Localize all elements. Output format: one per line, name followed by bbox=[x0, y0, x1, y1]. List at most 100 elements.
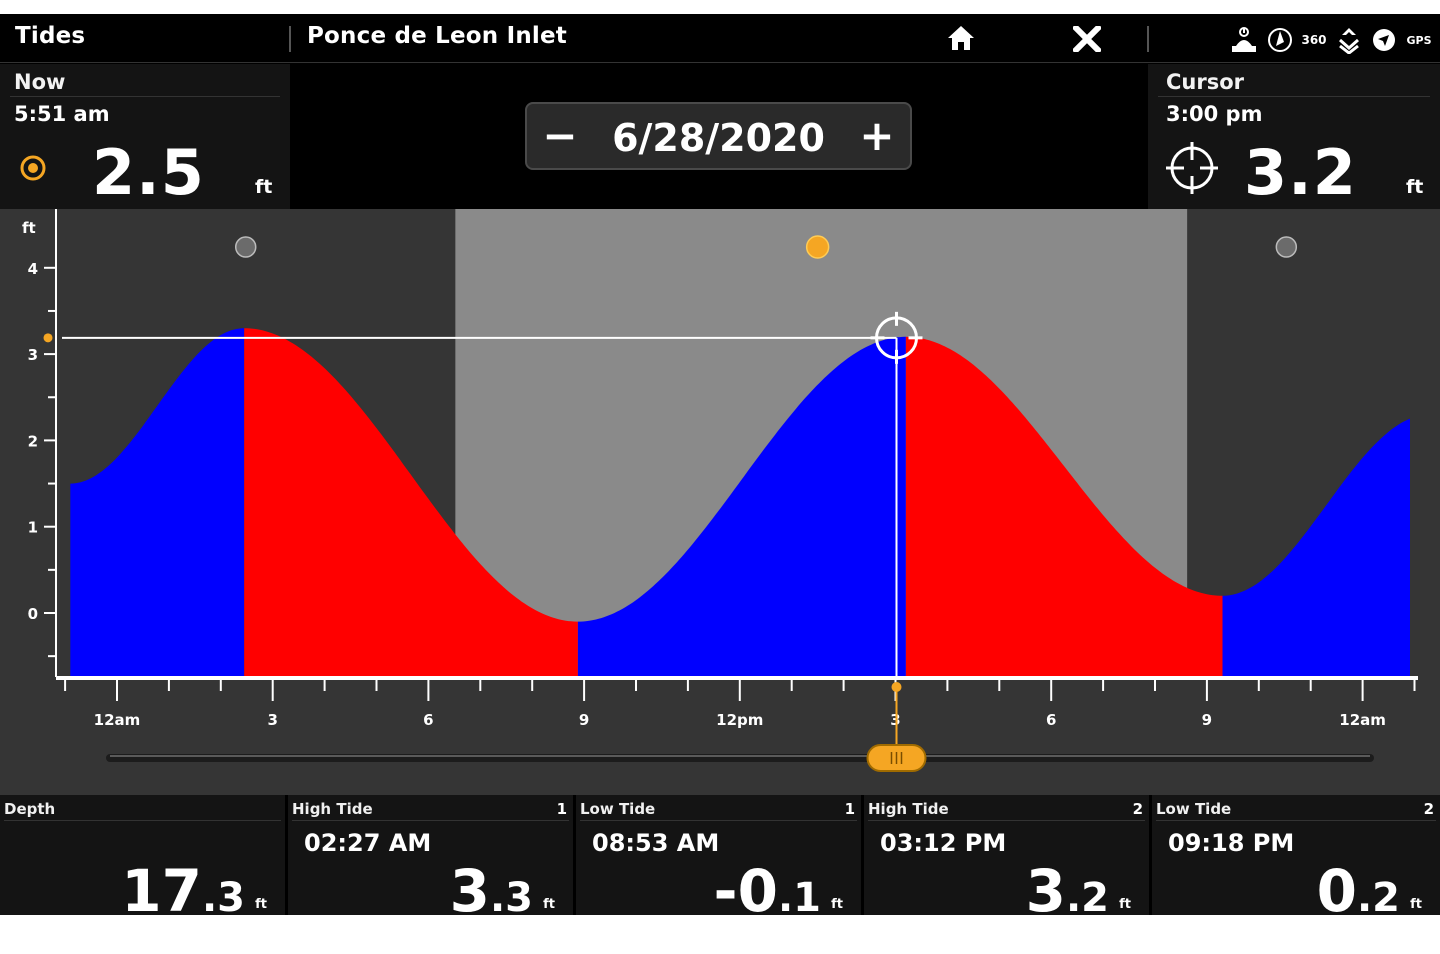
cursor-y-marker bbox=[43, 333, 53, 343]
tide-event-unit: ft bbox=[1119, 897, 1131, 912]
now-unit: ft bbox=[255, 176, 273, 198]
flood-tide-area bbox=[577, 336, 906, 677]
depth-whole: 17 bbox=[121, 857, 202, 925]
tide-event-label: High Tide bbox=[292, 800, 373, 818]
sun-marker bbox=[805, 235, 830, 259]
divider bbox=[580, 820, 857, 821]
next-day-button[interactable]: + bbox=[859, 111, 895, 160]
cursor-unit: ft bbox=[1406, 176, 1424, 198]
compass-icon[interactable] bbox=[1265, 26, 1295, 54]
tide-event-index: 1 bbox=[844, 800, 855, 818]
tide-value-decimal: .2 bbox=[1356, 875, 1400, 921]
tide-value-whole: 3 bbox=[1025, 857, 1066, 925]
flood-tide-area bbox=[70, 328, 245, 677]
moon-marker bbox=[234, 236, 257, 258]
home-icon[interactable] bbox=[946, 24, 976, 56]
y-tick-label: 0 bbox=[28, 605, 38, 623]
x-tick-label: 12pm bbox=[716, 711, 763, 729]
x-tick-label: 9 bbox=[1202, 711, 1212, 729]
now-label: Now bbox=[14, 70, 66, 94]
gps-icon[interactable]: GPS bbox=[1403, 26, 1435, 54]
now-panel: Now 5:51 am 2.5 ft bbox=[0, 64, 290, 209]
tide-event-time: 02:27 AM bbox=[304, 829, 432, 857]
tide-event-index: 2 bbox=[1423, 800, 1434, 818]
ebb-tide-area bbox=[244, 328, 578, 677]
flood-tide-area bbox=[1222, 418, 1410, 677]
x-tick-label: 12am bbox=[94, 711, 141, 729]
depth-value: 17.3 bbox=[121, 857, 245, 925]
divider bbox=[292, 820, 569, 821]
tide-event-value: 3.3 bbox=[450, 857, 533, 925]
tide-event-label: High Tide bbox=[868, 800, 949, 818]
depth-cell: Depth 17.3 ft bbox=[0, 795, 285, 925]
cursor-value: 3.2 bbox=[1244, 136, 1357, 209]
gps-label: GPS bbox=[1406, 33, 1432, 47]
crosshair-icon bbox=[1166, 142, 1218, 198]
divider bbox=[1158, 96, 1430, 97]
tide-event-unit: ft bbox=[831, 897, 843, 912]
location-title: Ponce de Leon Inlet bbox=[307, 23, 567, 49]
tide-event-cell: Low Tide 1 08:53 AM -0.1 ft bbox=[576, 795, 861, 925]
now-value: 2.5 bbox=[92, 136, 205, 209]
x-tick-label: 6 bbox=[1046, 711, 1056, 729]
tide-event-cell: High Tide 1 02:27 AM 3.3 ft bbox=[288, 795, 573, 925]
cursor-time: 3:00 pm bbox=[1166, 102, 1263, 126]
previous-day-button[interactable]: − bbox=[542, 111, 578, 160]
divider bbox=[868, 820, 1145, 821]
tide-event-value: 0.2 bbox=[1317, 857, 1400, 925]
close-icon[interactable] bbox=[1071, 23, 1103, 56]
tide-event-unit: ft bbox=[1410, 897, 1422, 912]
sonar-icon[interactable] bbox=[1229, 26, 1259, 54]
y-tick-label: 4 bbox=[28, 260, 38, 278]
now-time: 5:51 am bbox=[14, 102, 110, 126]
date-display: 6/28/2020 bbox=[612, 116, 825, 160]
depth-unit: ft bbox=[255, 897, 267, 912]
depth-label: Depth bbox=[4, 800, 56, 818]
timeline-cursor-dot bbox=[891, 682, 902, 692]
depth-icon[interactable] bbox=[1335, 26, 1363, 54]
navigation-icon[interactable] bbox=[1370, 26, 1398, 54]
divider bbox=[1156, 820, 1436, 821]
tide-event-time: 03:12 PM bbox=[880, 829, 1007, 857]
x-tick-label: 12am bbox=[1339, 711, 1386, 729]
tide-event-value: -0.1 bbox=[714, 857, 821, 925]
tide-value-whole: 0 bbox=[1316, 857, 1357, 925]
tide-event-cell: High Tide 2 03:12 PM 3.2 ft bbox=[864, 795, 1149, 925]
current-position-icon bbox=[19, 154, 47, 186]
tide-chart-svg[interactable]: ft4321012am36912pm36912am bbox=[0, 209, 1440, 795]
tide-event-index: 1 bbox=[556, 800, 567, 818]
depth-decimal: .3 bbox=[201, 875, 245, 921]
tide-event-unit: ft bbox=[543, 897, 555, 912]
cursor-panel: Cursor 3:00 pm 3.2 ft bbox=[1148, 64, 1440, 209]
x-tick-label: 9 bbox=[579, 711, 589, 729]
tide-value-decimal: .3 bbox=[489, 875, 533, 921]
tide-event-time: 08:53 AM bbox=[592, 829, 720, 857]
y-tick-label: 3 bbox=[28, 346, 38, 364]
divider bbox=[1147, 26, 1149, 52]
y-axis-unit: ft bbox=[22, 219, 36, 237]
tide-value-decimal: .2 bbox=[1065, 875, 1109, 921]
y-tick-label: 1 bbox=[28, 519, 38, 537]
date-selector: − 6/28/2020 + bbox=[525, 102, 912, 170]
tide-event-label: Low Tide bbox=[580, 800, 656, 818]
axis-background bbox=[0, 678, 1440, 795]
x-tick-label: 3 bbox=[267, 711, 277, 729]
tide-event-index: 2 bbox=[1132, 800, 1143, 818]
tide-value-whole: -0 bbox=[713, 857, 778, 925]
tide-value-decimal: .1 bbox=[777, 875, 821, 921]
360-label: 360 bbox=[1301, 33, 1327, 47]
tide-table: Depth 17.3 ft High Tide 1 02:27 AM 3.3 ft Low… bbox=[0, 795, 1440, 925]
tide-chart[interactable]: ft4321012am36912pm36912am bbox=[0, 209, 1440, 795]
360-icon[interactable]: 360 bbox=[1299, 26, 1329, 54]
tide-event-label: Low Tide bbox=[1156, 800, 1232, 818]
y-tick-label: 2 bbox=[28, 432, 38, 450]
ebb-tide-area bbox=[905, 336, 1223, 677]
tide-event-cell: Low Tide 2 09:18 PM 0.2 ft bbox=[1152, 795, 1440, 925]
divider bbox=[289, 26, 291, 52]
tide-event-value: 3.2 bbox=[1026, 857, 1109, 925]
x-tick-label: 6 bbox=[423, 711, 433, 729]
tides-screen: Tides Ponce de Leon Inlet 360 GPS Now bbox=[0, 14, 1440, 925]
divider bbox=[4, 820, 281, 821]
tide-event-time: 09:18 PM bbox=[1168, 829, 1295, 857]
tide-value-whole: 3 bbox=[449, 857, 490, 925]
